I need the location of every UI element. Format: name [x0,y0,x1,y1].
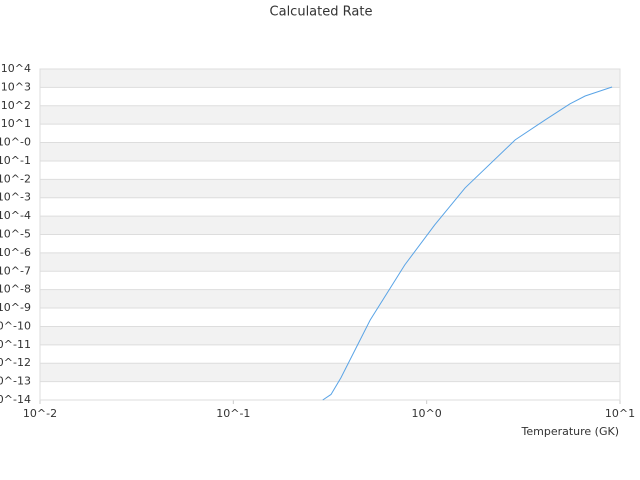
x-tick-label: 10^-2 [23,407,57,420]
grid-band [40,326,620,345]
y-tick-label: 10^-8 [0,283,31,296]
grid-band [40,105,620,125]
y-tick-label: 10^-9 [0,301,31,314]
x-tick-label: 10^1 [605,407,635,420]
chart-title: Calculated Rate [270,5,373,20]
y-tick-label: 10^3 [1,80,31,93]
y-tick-label: 10^-13 [0,375,31,388]
data-line [322,86,613,401]
grid-band [40,142,620,161]
y-tick-label: 10^-0 [0,136,31,149]
y-tick-label: 10^-10 [0,319,31,332]
grid-band [40,179,620,198]
y-tick-label: 10^-11 [0,338,31,351]
x-axis-label: Temperature (GK) [521,425,620,438]
grid-band [40,363,620,382]
y-tick-label: 10^-3 [0,191,31,204]
y-tick-label: 10^4 [1,62,31,75]
x-tick-label: 10^-1 [216,407,250,420]
plot-border [39,68,621,401]
y-tick-label: 10^-5 [0,228,31,241]
grid-band [40,289,620,309]
y-tick-label: 10^-4 [0,209,31,222]
grid-band [40,252,620,272]
y-tick-label: 10^-12 [0,356,31,369]
y-tick-label: 10^-6 [0,246,31,259]
y-tick-label: 10^-1 [0,154,31,167]
y-tick-label: 10^-7 [0,264,31,277]
y-tick-label: 10^1 [1,117,31,130]
grid-band [40,69,620,88]
x-tick-label: 10^0 [412,407,442,420]
y-tick-label: 10^-2 [0,172,31,185]
y-tick-label: 10^2 [1,99,31,112]
y-tick-label: 10^-14 [0,393,31,406]
grid-band [40,216,620,235]
